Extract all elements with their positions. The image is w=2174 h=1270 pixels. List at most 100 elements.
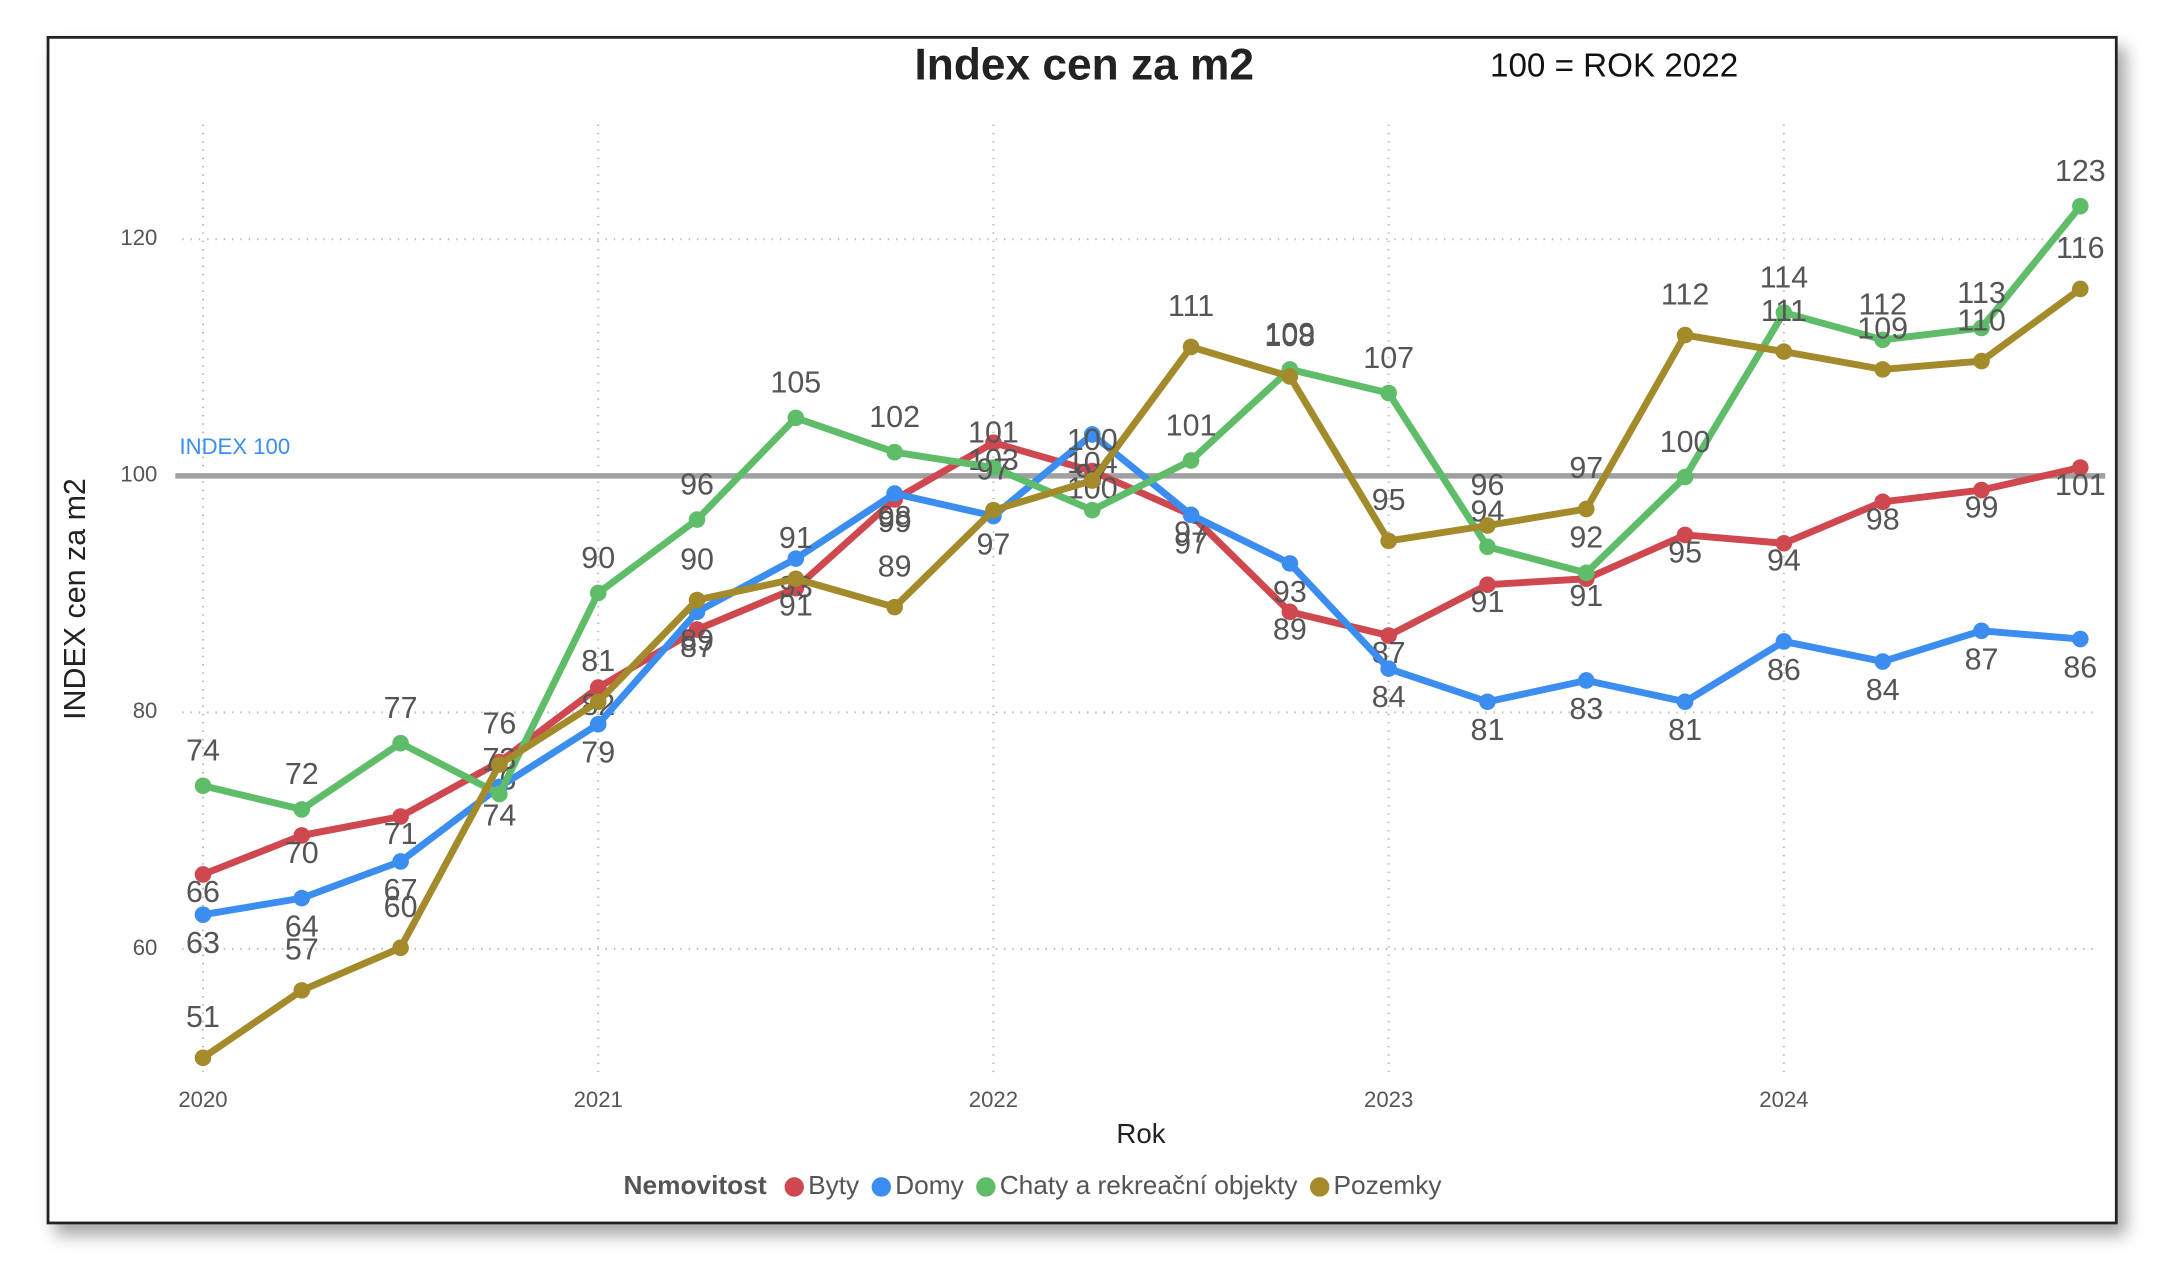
data-label: 98	[878, 500, 912, 534]
data-label: 101	[2055, 468, 2106, 502]
data-point	[1380, 660, 1397, 677]
data-point	[293, 982, 311, 999]
data-point	[2072, 459, 2089, 476]
legend-label: Domy	[895, 1170, 964, 1200]
annotation: 100 = ROK 2022	[1490, 48, 1738, 85]
data-point	[1182, 452, 1200, 469]
data-point	[1281, 368, 1299, 385]
data-label: 110	[1957, 303, 2006, 337]
data-point	[688, 591, 706, 609]
legend-label: Byty	[808, 1170, 860, 1200]
y-tick-label: 120	[120, 225, 157, 250]
data-label: 94	[1767, 544, 1801, 578]
data-label: 97	[1174, 526, 1208, 560]
data-label: 92	[1569, 521, 1603, 555]
reference-label: INDEX 100	[179, 434, 290, 459]
data-label: 95	[1372, 483, 1406, 517]
data-label: 99	[878, 505, 912, 539]
legend-marker	[976, 1177, 996, 1197]
data-point	[1380, 384, 1397, 402]
data-point	[886, 598, 903, 616]
data-point	[985, 459, 1002, 476]
data-point	[1182, 338, 1200, 356]
data-label: 111	[1168, 289, 1214, 323]
data-point	[1083, 472, 1101, 489]
data-label: 109	[1264, 317, 1315, 351]
data-point	[392, 734, 409, 752]
data-point	[392, 939, 409, 957]
data-point	[1676, 526, 1694, 544]
data-point	[1479, 517, 1496, 534]
data-label: 99	[1965, 490, 1999, 524]
data-label: 86	[1767, 653, 1801, 687]
data-label: 95	[1668, 535, 1702, 569]
data-point	[2072, 630, 2089, 648]
data-point	[1676, 693, 1694, 711]
data-label: 100	[1067, 423, 1118, 457]
data-label: 67	[384, 873, 418, 907]
data-point	[194, 906, 212, 923]
data-label: 91	[779, 589, 813, 623]
data-label: 71	[384, 817, 418, 851]
data-point	[1775, 304, 1793, 321]
data-point	[194, 1049, 212, 1067]
data-label: 98	[1866, 502, 1900, 536]
data-point	[886, 443, 903, 461]
data-label: 113	[1957, 276, 2006, 310]
data-label: 81	[581, 644, 615, 678]
data-label: 89	[680, 623, 714, 657]
data-point	[2072, 197, 2089, 215]
data-label: 105	[770, 366, 821, 400]
legend-title: Nemovitost	[624, 1170, 767, 1200]
data-point	[491, 756, 508, 773]
data-label: 111	[1761, 294, 1807, 328]
data-point	[787, 570, 805, 588]
data-point	[1281, 603, 1299, 621]
y-tick-label: 60	[133, 935, 158, 960]
data-label: 112	[1858, 288, 1907, 322]
data-label: 91	[1471, 585, 1505, 619]
data-point	[491, 785, 508, 803]
data-point	[1775, 534, 1793, 552]
data-point	[1973, 319, 1990, 337]
data-label: 100	[1660, 425, 1711, 459]
data-point	[1479, 538, 1496, 556]
data-label: 83	[1569, 692, 1603, 726]
data-point	[589, 679, 607, 696]
series-line	[202, 430, 2081, 919]
data-label: 97	[977, 452, 1011, 486]
data-label: 81	[1471, 713, 1505, 747]
data-label: 74	[482, 798, 516, 832]
data-label: 89	[878, 549, 912, 583]
data-label: 101	[968, 415, 1019, 449]
data-label: 101	[1166, 408, 1217, 442]
data-label: 102	[869, 400, 920, 434]
data-label: 84	[1372, 680, 1406, 714]
data-label: 57	[285, 933, 319, 967]
data-point	[787, 550, 805, 567]
data-point	[589, 715, 607, 733]
legend-marker	[871, 1177, 891, 1197]
data-point	[589, 693, 607, 711]
data-label: 79	[581, 736, 615, 770]
data-point	[1973, 481, 1990, 499]
data-label: 123	[2055, 154, 2106, 188]
data-label: 51	[186, 1000, 220, 1034]
data-point	[1973, 622, 1990, 640]
x-axis-label: Rok	[1116, 1118, 1165, 1149]
data-label: 90	[680, 542, 714, 576]
data-point	[1380, 627, 1397, 644]
legend-label: Chaty a rekreační objekty	[1000, 1170, 1299, 1200]
data-label: 74	[186, 734, 220, 768]
data-label: 107	[1363, 341, 1414, 375]
data-label: 89	[1273, 612, 1307, 646]
data-point	[1281, 555, 1299, 572]
legend-label: Pozemky	[1334, 1170, 1443, 1200]
y-tick-label: 80	[133, 698, 158, 723]
series-line	[201, 439, 2082, 878]
data-label: 108	[1264, 319, 1315, 353]
data-label: 63	[186, 926, 220, 960]
data-point	[1577, 672, 1595, 689]
data-label: 66	[186, 875, 220, 909]
